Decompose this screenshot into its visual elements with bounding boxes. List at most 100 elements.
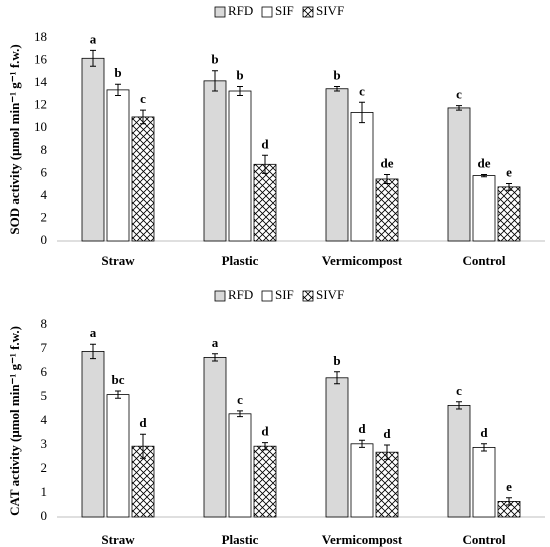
- error-bar: [140, 109, 146, 125]
- error-bar: [115, 390, 121, 399]
- error-bar: [456, 401, 462, 410]
- bar: [472, 175, 496, 242]
- significance-letter: d: [480, 425, 488, 440]
- y-tick-label: 6: [41, 364, 48, 379]
- error-bar: [481, 443, 487, 452]
- y-tick-label: 14: [34, 74, 48, 89]
- bar: [131, 116, 155, 242]
- error-bar: [212, 70, 218, 92]
- legend-swatch: [261, 290, 273, 302]
- bar: [447, 404, 471, 518]
- significance-letter: d: [358, 421, 366, 436]
- legend-label: SIF: [275, 287, 294, 302]
- bar: [253, 163, 277, 242]
- error-bar: [115, 83, 121, 97]
- error-bar: [334, 371, 340, 385]
- legend-swatch: [214, 290, 226, 302]
- legend-label: SIVF: [316, 3, 344, 18]
- significance-letter: a: [90, 31, 97, 46]
- bar: [106, 89, 130, 242]
- x-tick-label: Straw: [101, 253, 135, 268]
- bar: [81, 350, 105, 518]
- y-axis-label: SOD activity (μmol min⁻¹ g⁻¹ f.w.): [7, 44, 22, 234]
- bar: [253, 445, 277, 518]
- error-bar: [359, 439, 365, 448]
- bar: [375, 451, 399, 518]
- significance-letter: bc: [112, 372, 125, 387]
- significance-letter: a: [212, 335, 219, 350]
- y-axis-label: CAT activity (μmol min⁻¹ g⁻¹ f.w.): [7, 326, 22, 516]
- x-tick-label: Control: [462, 253, 505, 268]
- bar: [325, 88, 349, 242]
- significance-letter: a: [90, 325, 97, 340]
- error-bar: [359, 101, 365, 124]
- bar: [228, 90, 252, 242]
- bar: [203, 80, 227, 242]
- error-bar: [456, 105, 462, 111]
- significance-letter: b: [333, 353, 340, 368]
- significance-letter: de: [478, 155, 491, 170]
- error-bar: [262, 154, 268, 174]
- error-bar: [237, 410, 243, 418]
- bar: [350, 443, 374, 518]
- error-bar: [384, 173, 390, 184]
- y-tick-label: 0: [41, 508, 48, 523]
- y-tick-label: 6: [41, 164, 48, 179]
- significance-letter: b: [333, 67, 340, 82]
- x-tick-label: Vermicompost: [322, 532, 403, 547]
- bar: [228, 413, 252, 518]
- y-tick-label: 4: [41, 187, 48, 202]
- legend-swatch: [214, 6, 226, 18]
- significance-letter: d: [383, 426, 391, 441]
- bar: [447, 107, 471, 242]
- x-tick-label: Plastic: [222, 532, 259, 547]
- error-bar: [90, 49, 96, 67]
- bar: [106, 394, 130, 518]
- bar: [350, 112, 374, 242]
- y-tick-label: 8: [41, 316, 48, 331]
- significance-letter: c: [456, 87, 462, 102]
- y-tick-label: 12: [34, 97, 47, 112]
- bar: [81, 57, 105, 242]
- y-tick-label: 3: [41, 436, 48, 451]
- significance-letter: de: [381, 155, 394, 170]
- error-bar: [481, 173, 487, 178]
- bar: [203, 356, 227, 518]
- legend-swatch: [302, 6, 314, 18]
- y-tick-label: 1: [41, 484, 48, 499]
- significance-letter: b: [236, 67, 243, 82]
- y-tick-label: 8: [41, 142, 48, 157]
- significance-letter: b: [211, 52, 218, 67]
- x-tick-label: Vermicompost: [322, 253, 403, 268]
- significance-letter: c: [359, 83, 365, 98]
- x-tick-label: Straw: [101, 532, 135, 547]
- x-tick-label: Control: [462, 532, 505, 547]
- legend-label: RFD: [228, 287, 253, 302]
- error-bar: [384, 444, 390, 460]
- significance-letter: e: [506, 164, 512, 179]
- bar: [497, 186, 521, 242]
- legend-swatch: [261, 6, 273, 18]
- bar: [472, 446, 496, 518]
- significance-letter: c: [140, 91, 146, 106]
- error-bar: [506, 182, 512, 191]
- significance-letter: d: [261, 136, 269, 151]
- x-tick-label: Plastic: [222, 253, 259, 268]
- error-bar: [506, 497, 512, 506]
- y-tick-label: 7: [41, 340, 48, 355]
- y-tick-label: 10: [34, 119, 47, 134]
- significance-letter: c: [456, 383, 462, 398]
- y-tick-label: 2: [41, 209, 48, 224]
- error-bar: [262, 442, 268, 451]
- error-bar: [237, 85, 243, 97]
- significance-letter: b: [114, 65, 121, 80]
- bar: [325, 377, 349, 518]
- error-bar: [140, 433, 146, 459]
- legend-label: SIF: [275, 3, 294, 18]
- y-tick-label: 18: [34, 29, 47, 44]
- y-tick-label: 2: [41, 460, 48, 475]
- y-tick-label: 5: [41, 388, 48, 403]
- bar: [375, 178, 399, 242]
- legend-swatch: [302, 290, 314, 302]
